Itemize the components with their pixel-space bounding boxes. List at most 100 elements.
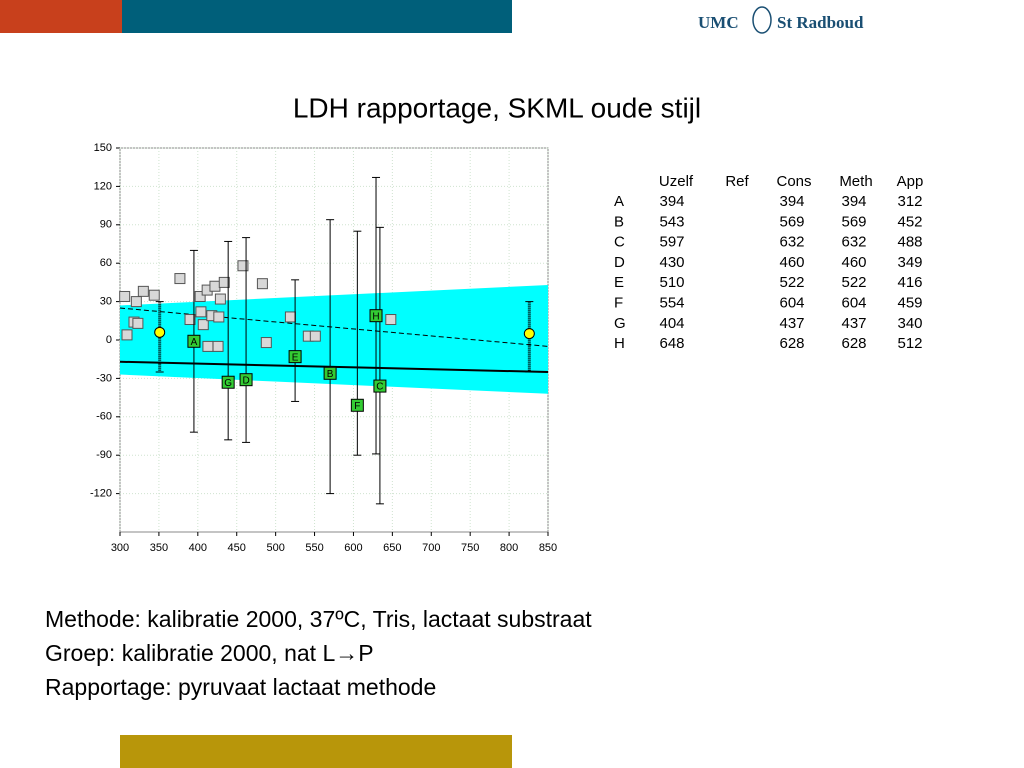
sample-point — [323, 366, 337, 380]
table-cell: 648 — [659, 335, 684, 352]
table-cell: 554 — [659, 294, 684, 311]
table-cell: 628 — [779, 335, 804, 352]
reference-point — [218, 276, 230, 288]
table-cell: 312 — [897, 193, 922, 210]
logo: St Radboud — [777, 13, 864, 32]
sample-point — [239, 373, 253, 387]
header-bar — [0, 0, 122, 33]
table-cell: E — [614, 274, 624, 291]
table-cell: G — [614, 315, 626, 332]
reference-point — [197, 319, 209, 331]
body-text: Rapportage: pyruvaat lactaat methode — [45, 674, 436, 700]
y-tick-label: -120 — [90, 488, 112, 500]
x-tick-label: 350 — [150, 542, 168, 554]
mean-point — [154, 326, 166, 338]
reference-point — [194, 290, 206, 302]
table-cell: 628 — [841, 335, 866, 352]
reference-point — [212, 340, 224, 352]
table-cell: 452 — [897, 213, 922, 230]
sample-point — [350, 398, 364, 412]
reference-point — [209, 280, 221, 292]
reference-point — [132, 317, 144, 329]
table-cell: 569 — [779, 213, 804, 230]
table-cell: 460 — [841, 254, 866, 271]
table-cell: 437 — [779, 315, 804, 332]
body-text: Methode: kalibratie 2000, 37ºC, Tris, la… — [45, 606, 592, 632]
sample-label: G — [224, 378, 232, 389]
y-tick-label: -30 — [96, 372, 112, 384]
reference-point — [213, 311, 225, 323]
x-tick-label: 650 — [383, 542, 401, 554]
sample-point — [288, 350, 302, 364]
table-cell: 569 — [841, 213, 866, 230]
sample-label: A — [191, 337, 198, 348]
y-tick-label: 30 — [100, 296, 112, 308]
table-header: Cons — [776, 173, 811, 190]
table-cell: 416 — [897, 274, 922, 291]
y-tick-label: -60 — [96, 411, 112, 423]
reference-point — [385, 314, 397, 326]
sample-label: E — [292, 352, 299, 363]
reference-point — [202, 340, 214, 352]
reference-point — [121, 329, 133, 341]
reference-point — [119, 290, 131, 302]
table-cell: 510 — [659, 274, 684, 291]
sample-point — [221, 375, 235, 389]
reference-point — [256, 278, 268, 290]
y-tick-label: 150 — [94, 142, 112, 154]
footer-bar — [120, 735, 512, 768]
reference-point — [148, 289, 160, 301]
x-tick-label: 700 — [422, 542, 440, 554]
table-cell: 394 — [659, 193, 684, 210]
reference-point — [184, 314, 196, 326]
x-tick-label: 550 — [305, 542, 323, 554]
sample-point — [187, 334, 201, 348]
table-cell: 632 — [779, 234, 804, 251]
x-tick-label: 450 — [228, 542, 246, 554]
x-tick-label: 800 — [500, 542, 518, 554]
table-cell: 597 — [659, 234, 684, 251]
y-tick-label: 0 — [106, 334, 112, 346]
x-tick-label: 600 — [344, 542, 362, 554]
table-header: App — [897, 173, 924, 190]
table-cell: D — [614, 254, 625, 271]
reference-point — [214, 293, 226, 305]
sample-point — [369, 309, 383, 323]
table-cell: 543 — [659, 213, 684, 230]
x-tick-label: 400 — [189, 542, 207, 554]
reference-point — [195, 306, 207, 318]
table-cell: C — [614, 234, 625, 251]
table-cell: 437 — [841, 315, 866, 332]
x-tick-label: 300 — [111, 542, 129, 554]
reference-point — [237, 260, 249, 272]
sample-label: C — [376, 382, 383, 393]
table-cell: 430 — [659, 254, 684, 271]
reference-point — [284, 311, 296, 323]
table-cell: A — [614, 193, 624, 210]
table-cell: 340 — [897, 315, 922, 332]
mean-point — [523, 328, 535, 340]
table-header: Ref — [725, 173, 749, 190]
logo: UMC — [698, 13, 739, 32]
reference-point — [174, 273, 186, 285]
table-cell: 459 — [897, 294, 922, 311]
table-cell: 404 — [659, 315, 684, 332]
table-cell: 488 — [897, 234, 922, 251]
sample-label: F — [354, 401, 360, 412]
sample-point — [373, 379, 387, 393]
x-tick-label: 500 — [266, 542, 284, 554]
table-cell: 604 — [841, 294, 866, 311]
confidence-band — [120, 284, 548, 394]
y-tick-label: 90 — [100, 219, 112, 231]
table-cell: 349 — [897, 254, 922, 271]
table-cell: B — [614, 213, 624, 230]
table-cell: 394 — [779, 193, 804, 210]
table-cell: 604 — [779, 294, 804, 311]
y-tick-label: 60 — [100, 257, 112, 269]
logo-icon — [752, 6, 772, 34]
y-tick-label: -90 — [96, 449, 112, 461]
table-cell: H — [614, 335, 625, 352]
table-header: Uzelf — [659, 173, 694, 190]
